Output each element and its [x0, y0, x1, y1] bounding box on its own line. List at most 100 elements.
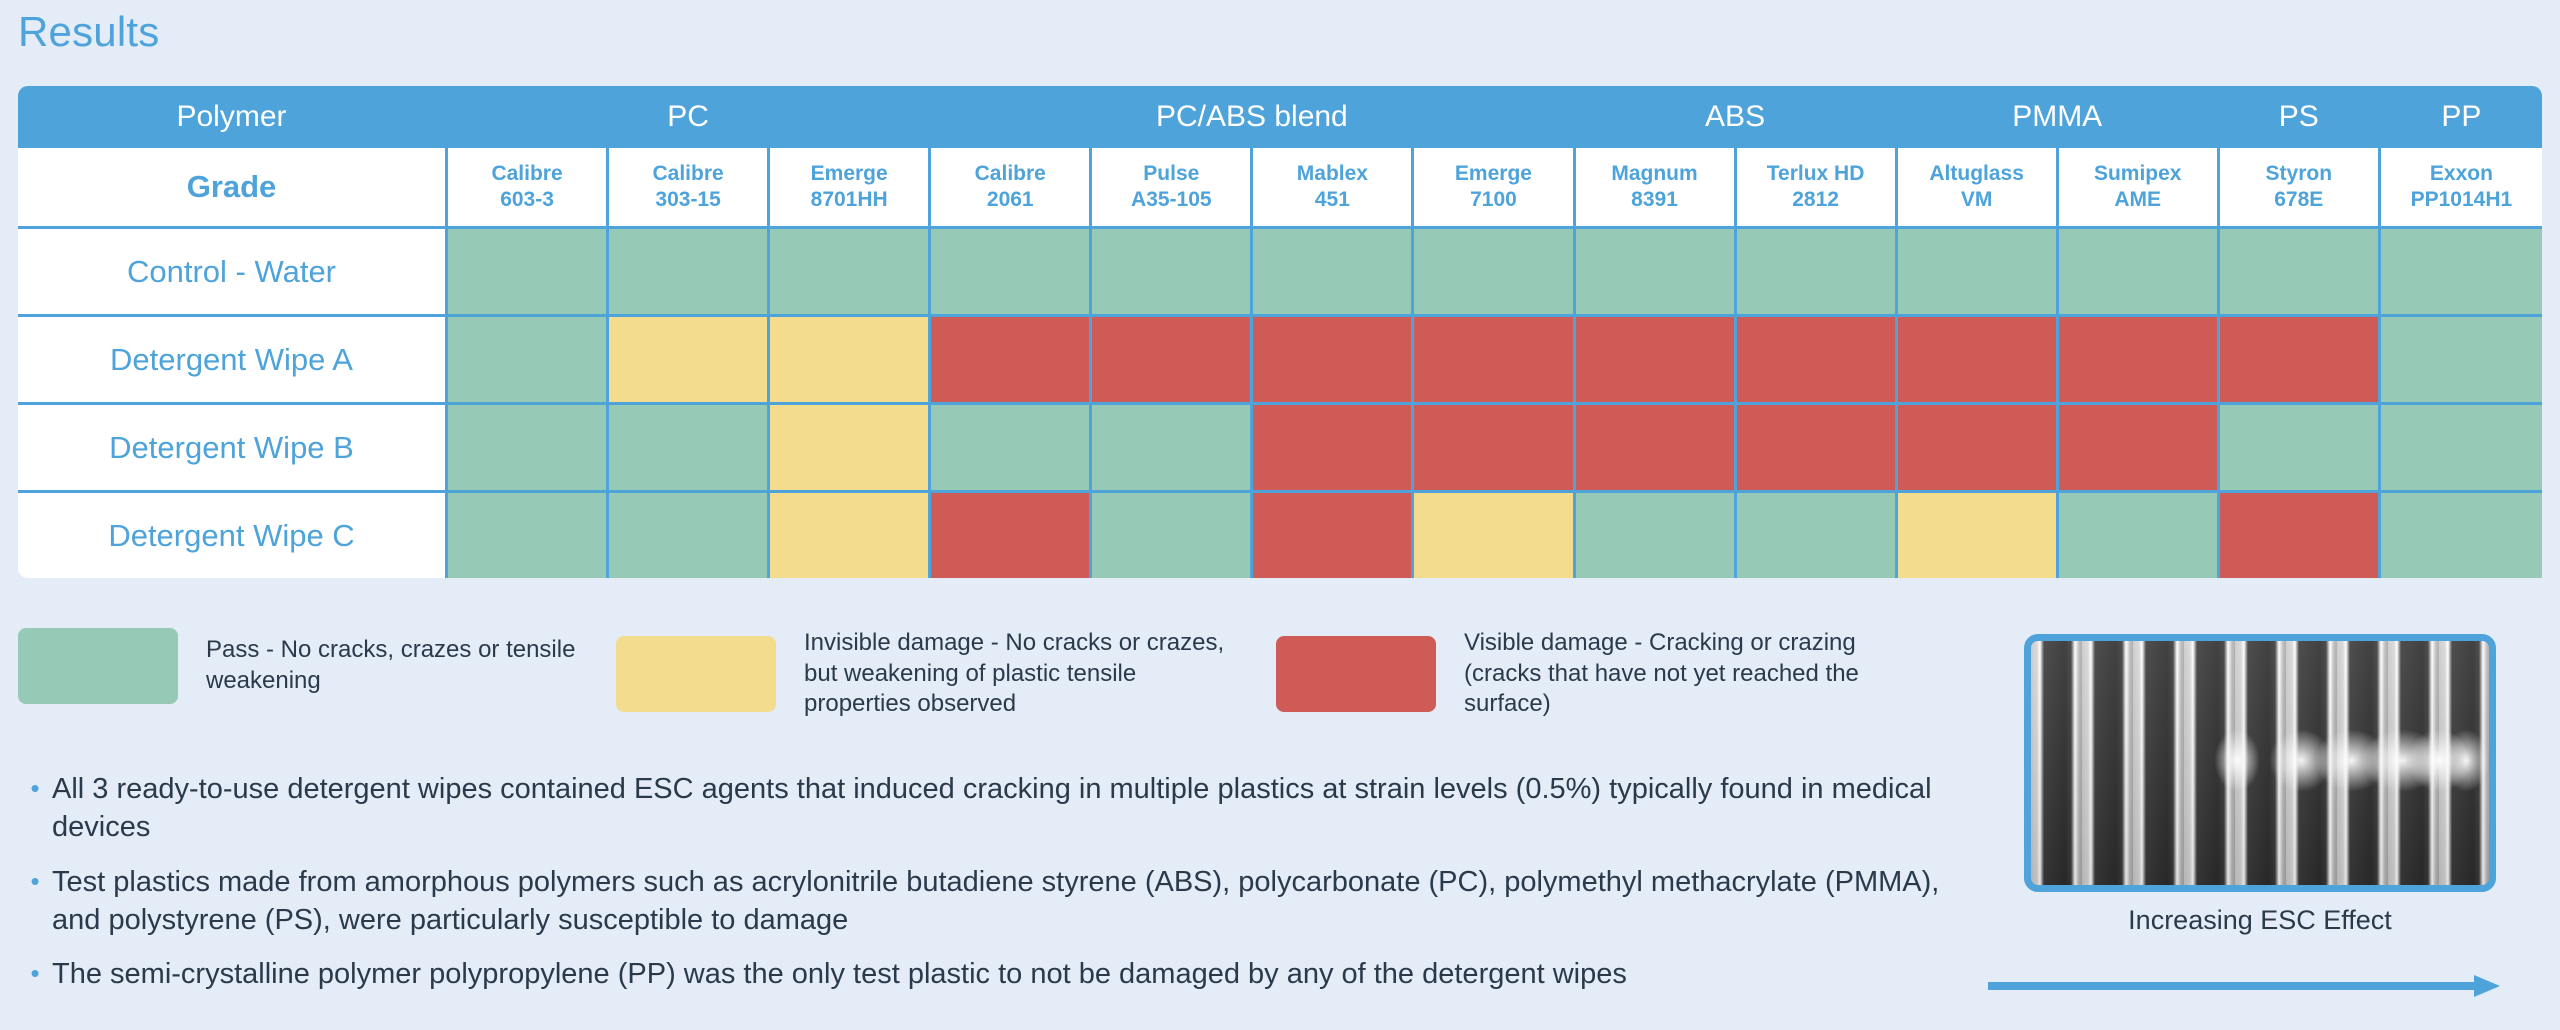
result-cell-pass: [1092, 405, 1254, 493]
result-cell-pass: [1253, 229, 1415, 317]
result-cell-pass: [1575, 229, 1737, 317]
result-cell-pass: [2058, 493, 2220, 578]
specimen-caption: Increasing ESC Effect: [2128, 905, 2392, 935]
result-cell-invisible: [770, 317, 932, 405]
grade-header-cell: Magnum 8391: [1575, 148, 1737, 229]
legend-label-invisible: Invisible damage - No cracks or crazes, …: [804, 629, 1225, 718]
result-cell-pass: [1897, 229, 2059, 317]
polymer-group-pc: PC: [448, 86, 932, 148]
result-cell-visible: [1253, 317, 1415, 405]
grade-header-cell: Calibre 603-3: [448, 148, 610, 229]
result-cell-visible: [2219, 317, 2381, 405]
row-label: Detergent Wipe B: [18, 405, 449, 493]
specimen-image: [2031, 641, 2489, 885]
specimen-photo: [2024, 634, 2496, 892]
result-cell-visible: [1575, 317, 1737, 405]
result-cell-pass: [2380, 229, 2542, 317]
legend: Pass - No cracks, crazes or tensile weak…: [18, 628, 2018, 738]
legend-swatch-pass: [18, 628, 178, 704]
grade-header-cell: Mablex 451: [1253, 148, 1415, 229]
result-cell-visible: [2058, 317, 2220, 405]
result-cell-visible: [1414, 405, 1576, 493]
result-cell-invisible: [1414, 493, 1576, 578]
table-row: Detergent Wipe B: [18, 405, 2542, 493]
result-cell-pass: [931, 229, 1093, 317]
list-item: • Test plastics made from amorphous polym…: [18, 863, 1958, 940]
legend-swatch-visible: [1276, 636, 1436, 713]
result-cell-pass: [2058, 229, 2220, 317]
result-cell-invisible: [1897, 493, 2059, 578]
result-cell-visible: [1897, 405, 2059, 493]
result-cell-pass: [448, 493, 610, 578]
result-cell-pass: [2219, 405, 2381, 493]
result-cell-invisible: [770, 405, 932, 493]
grade-header-row: Grade Calibre 603-3 Calibre 303-15 Emerge 8701…: [18, 148, 2542, 229]
bullet-text: Test plastics made from amorphous polyme…: [52, 865, 1940, 936]
row-label: Detergent Wipe A: [18, 317, 449, 405]
result-cell-pass: [1575, 493, 1737, 578]
grade-header-cell: Styron 678E: [2219, 148, 2381, 229]
result-cell-pass: [448, 229, 610, 317]
result-cell-pass: [448, 405, 610, 493]
result-cell-visible: [1736, 405, 1898, 493]
bullet-dot-icon: •: [30, 773, 40, 803]
result-cell-visible: [931, 493, 1093, 578]
grade-header-cell: Sumipex AME: [2058, 148, 2220, 229]
page-title: Results: [18, 8, 160, 55]
bullet-dot-icon: •: [30, 865, 40, 896]
result-cell-pass: [931, 405, 1093, 493]
result-cell-visible: [1253, 493, 1415, 578]
result-cell-pass: [1736, 493, 1898, 578]
grade-header-cell: Pulse A35-105: [1092, 148, 1254, 229]
result-cell-pass: [1736, 229, 1898, 317]
bullet-text: All 3 ready-to-use detergent wipes conta…: [52, 773, 1932, 844]
polymer-group-ps: PS: [2219, 86, 2381, 148]
table-row: Detergent Wipe C: [18, 493, 2542, 578]
result-cell-visible: [1414, 317, 1576, 405]
result-cell-pass: [609, 493, 771, 578]
polymer-header-label: Polymer: [18, 86, 449, 148]
grade-header-cell: Exxon PP1014H1: [2380, 148, 2542, 229]
result-cell-visible: [1253, 405, 1415, 493]
result-cell-pass: [2380, 493, 2542, 578]
result-cell-visible: [1736, 317, 1898, 405]
results-body: Control - Water Detergent Wipe A Detergent…: [18, 229, 2542, 578]
result-cell-invisible: [770, 493, 932, 578]
legend-label-pass: Pass - No cracks, crazes or tensile weak…: [206, 636, 576, 694]
result-cell-visible: [1092, 317, 1254, 405]
grade-header-cell: Altuglass VM: [1897, 148, 2059, 229]
result-cell-pass: [609, 405, 771, 493]
polymer-group-abs: ABS: [1575, 86, 1898, 148]
polymer-group-pmma: PMMA: [1897, 86, 2220, 148]
result-cell-pass: [609, 229, 771, 317]
result-cell-pass: [770, 229, 932, 317]
result-cell-visible: [2219, 493, 2381, 578]
grade-header-cell: Terlux HD 2812: [1736, 148, 1898, 229]
legend-swatch-invisible: [616, 636, 776, 713]
result-cell-pass: [1092, 493, 1254, 578]
result-cell-visible: [931, 317, 1093, 405]
result-cell-pass: [1092, 229, 1254, 317]
results-table: Polymer PC PC/ABS blend ABS PMMA PS PP Grade Ca…: [18, 86, 2542, 578]
result-cell-pass: [2380, 405, 2542, 493]
result-cell-visible: [1575, 405, 1737, 493]
row-label: Detergent Wipe C: [18, 493, 449, 578]
grade-header-label: Grade: [18, 148, 449, 229]
grade-header-cell: Emerge 7100: [1414, 148, 1576, 229]
grade-header-cell: Calibre 2061: [931, 148, 1093, 229]
grade-header-cell: Emerge 8701HH: [770, 148, 932, 229]
polymer-group-pp: PP: [2380, 86, 2542, 148]
result-cell-visible: [1897, 317, 2059, 405]
legend-label-visible: Visible damage - Cracking or crazing (cr…: [1464, 629, 1859, 718]
result-cell-invisible: [609, 317, 771, 405]
result-cell-visible: [2058, 405, 2220, 493]
table-row: Control - Water: [18, 229, 2542, 317]
grade-header-cell: Calibre 303-15: [609, 148, 771, 229]
result-cell-pass: [1414, 229, 1576, 317]
increasing-esc-effect-arrow-icon: [1988, 975, 2516, 997]
legend-item-pass: Pass - No cracks, crazes or tensile weak…: [18, 628, 646, 704]
bullet-list: • All 3 ready-to-use detergent wipes cont…: [18, 770, 1958, 1009]
legend-item-invisible: Invisible damage - No cracks or crazes, …: [616, 628, 1244, 720]
table-row: Detergent Wipe A: [18, 317, 2542, 405]
polymer-group-pc-abs-blend: PC/ABS blend: [931, 86, 1576, 148]
